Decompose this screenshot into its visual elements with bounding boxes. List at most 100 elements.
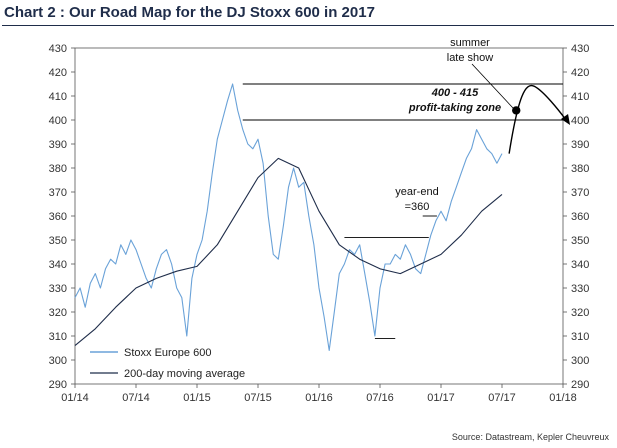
y-tick-label-right: 420 bbox=[571, 67, 589, 79]
plot-border bbox=[74, 47, 564, 385]
y-axis-left: 290 300 310 320 330 340 350 360 370 380 390 400 410 4… bbox=[49, 43, 75, 391]
x-tick: 01/15 bbox=[183, 384, 211, 404]
y-tick-right: 390 bbox=[563, 139, 589, 151]
zone-marker-dot bbox=[512, 106, 521, 115]
y-tick-right: 370 bbox=[563, 187, 589, 199]
y-tick-right: 320 bbox=[563, 307, 589, 319]
x-tick: 01/16 bbox=[305, 384, 333, 404]
y-tick-right: 410 bbox=[563, 91, 589, 103]
y-tick-left: 430 bbox=[49, 43, 75, 55]
y-tick-left: 420 bbox=[49, 67, 75, 79]
y-axis-right: 290 300 310 320 330 340 350 360 370 380 390 400 410 4… bbox=[563, 43, 589, 391]
yearend-label-line2: =360 bbox=[405, 201, 430, 213]
y-tick-label-right: 370 bbox=[571, 187, 589, 199]
reference-lines bbox=[242, 63, 571, 339]
y-tick-label-right: 390 bbox=[571, 139, 589, 151]
y-tick-label-left: 370 bbox=[49, 187, 67, 199]
x-tick: 07/16 bbox=[366, 384, 394, 404]
legend: Stoxx Europe 600 200-day moving average bbox=[90, 347, 245, 380]
x-tick-label: 01/14 bbox=[61, 392, 89, 404]
roadmap-arrowhead bbox=[561, 114, 571, 125]
x-tick: 01/18 bbox=[549, 384, 577, 404]
x-tick: 01/17 bbox=[427, 384, 455, 404]
y-tick-right: 380 bbox=[563, 163, 589, 175]
y-tick-label-right: 360 bbox=[571, 211, 589, 223]
y-tick-left: 320 bbox=[49, 307, 75, 319]
zone-range-label: 400 - 415 bbox=[431, 87, 479, 99]
series-layer bbox=[74, 83, 503, 351]
y-tick-label-right: 340 bbox=[571, 259, 589, 271]
y-tick-right: 330 bbox=[563, 283, 589, 295]
y-tick-label-right: 310 bbox=[571, 331, 589, 343]
y-tick-label-left: 430 bbox=[49, 43, 67, 55]
y-tick-right: 360 bbox=[563, 211, 589, 223]
y-tick-left: 340 bbox=[49, 259, 75, 271]
x-tick-label: 01/16 bbox=[305, 392, 333, 404]
plot-frame bbox=[74, 47, 564, 385]
x-tick: 01/14 bbox=[61, 384, 89, 404]
y-tick-right: 340 bbox=[563, 259, 589, 271]
y-tick-left: 410 bbox=[49, 91, 75, 103]
y-tick-left: 290 bbox=[49, 379, 75, 391]
summer-pointer-line bbox=[471, 63, 516, 111]
zone-description-label: profit-taking zone bbox=[408, 102, 501, 114]
y-tick-left: 370 bbox=[49, 187, 75, 199]
y-tick-label-left: 330 bbox=[49, 283, 67, 295]
y-tick-label-right: 430 bbox=[571, 43, 589, 55]
x-axis: 01/14 07/14 01/15 07/15 01/16 07/16 01/17 07/17… bbox=[61, 384, 577, 404]
y-tick-right: 310 bbox=[563, 331, 589, 343]
y-tick-label-right: 410 bbox=[571, 91, 589, 103]
series-ma-line bbox=[74, 157, 503, 347]
y-tick-right: 300 bbox=[563, 355, 589, 367]
y-tick-label-left: 300 bbox=[49, 355, 67, 367]
x-tick-label: 07/15 bbox=[244, 392, 272, 404]
y-tick-left: 390 bbox=[49, 139, 75, 151]
x-tick-label: 01/18 bbox=[549, 392, 577, 404]
y-tick-left: 310 bbox=[49, 331, 75, 343]
x-tick: 07/14 bbox=[122, 384, 150, 404]
y-tick-right: 420 bbox=[563, 67, 589, 79]
yearend-label-line1: year-end bbox=[395, 186, 438, 198]
y-tick-left: 330 bbox=[49, 283, 75, 295]
y-tick-label-right: 350 bbox=[571, 235, 589, 247]
x-tick-label: 07/16 bbox=[366, 392, 394, 404]
summer-label-line2: late show bbox=[447, 52, 494, 64]
roadmap-arc bbox=[508, 84, 567, 154]
x-tick: 07/15 bbox=[244, 384, 272, 404]
annotations: summer late show 400 - 415 profit-taking… bbox=[395, 37, 501, 213]
y-tick-label-left: 350 bbox=[49, 235, 67, 247]
y-tick-label-left: 310 bbox=[49, 331, 67, 343]
y-tick-left: 380 bbox=[49, 163, 75, 175]
x-tick-label: 07/17 bbox=[488, 392, 516, 404]
summer-label-line1: summer bbox=[450, 37, 490, 49]
series-stoxx-line bbox=[74, 83, 503, 351]
y-tick-label-right: 290 bbox=[571, 379, 589, 391]
y-tick-left: 350 bbox=[49, 235, 75, 247]
y-tick-label-left: 380 bbox=[49, 163, 67, 175]
x-tick: 07/17 bbox=[488, 384, 516, 404]
title-divider bbox=[2, 25, 614, 26]
y-tick-right: 290 bbox=[563, 379, 589, 391]
y-tick-label-left: 340 bbox=[49, 259, 67, 271]
y-tick-label-left: 320 bbox=[49, 307, 67, 319]
y-tick-label-left: 410 bbox=[49, 91, 67, 103]
y-tick-label-left: 420 bbox=[49, 67, 67, 79]
y-tick-label-left: 400 bbox=[49, 115, 67, 127]
y-tick-label-left: 390 bbox=[49, 139, 67, 151]
y-tick-label-right: 320 bbox=[571, 307, 589, 319]
y-tick-label-right: 380 bbox=[571, 163, 589, 175]
y-tick-left: 300 bbox=[49, 355, 75, 367]
y-tick-right: 430 bbox=[563, 43, 589, 55]
legend-label-stoxx: Stoxx Europe 600 bbox=[124, 347, 211, 359]
source-note: Source: Datastream, Kepler Cheuvreux bbox=[451, 432, 609, 442]
legend-label-ma: 200-day moving average bbox=[124, 368, 245, 380]
x-tick-label: 01/15 bbox=[183, 392, 211, 404]
chart-title: Chart 2 : Our Road Map for the DJ Stoxx … bbox=[4, 4, 375, 21]
y-tick-label-left: 290 bbox=[49, 379, 67, 391]
y-tick-label-right: 330 bbox=[571, 283, 589, 295]
y-tick-label-right: 400 bbox=[571, 115, 589, 127]
x-tick-label: 07/14 bbox=[122, 392, 150, 404]
y-tick-label-left: 360 bbox=[49, 211, 67, 223]
y-tick-right: 350 bbox=[563, 235, 589, 247]
